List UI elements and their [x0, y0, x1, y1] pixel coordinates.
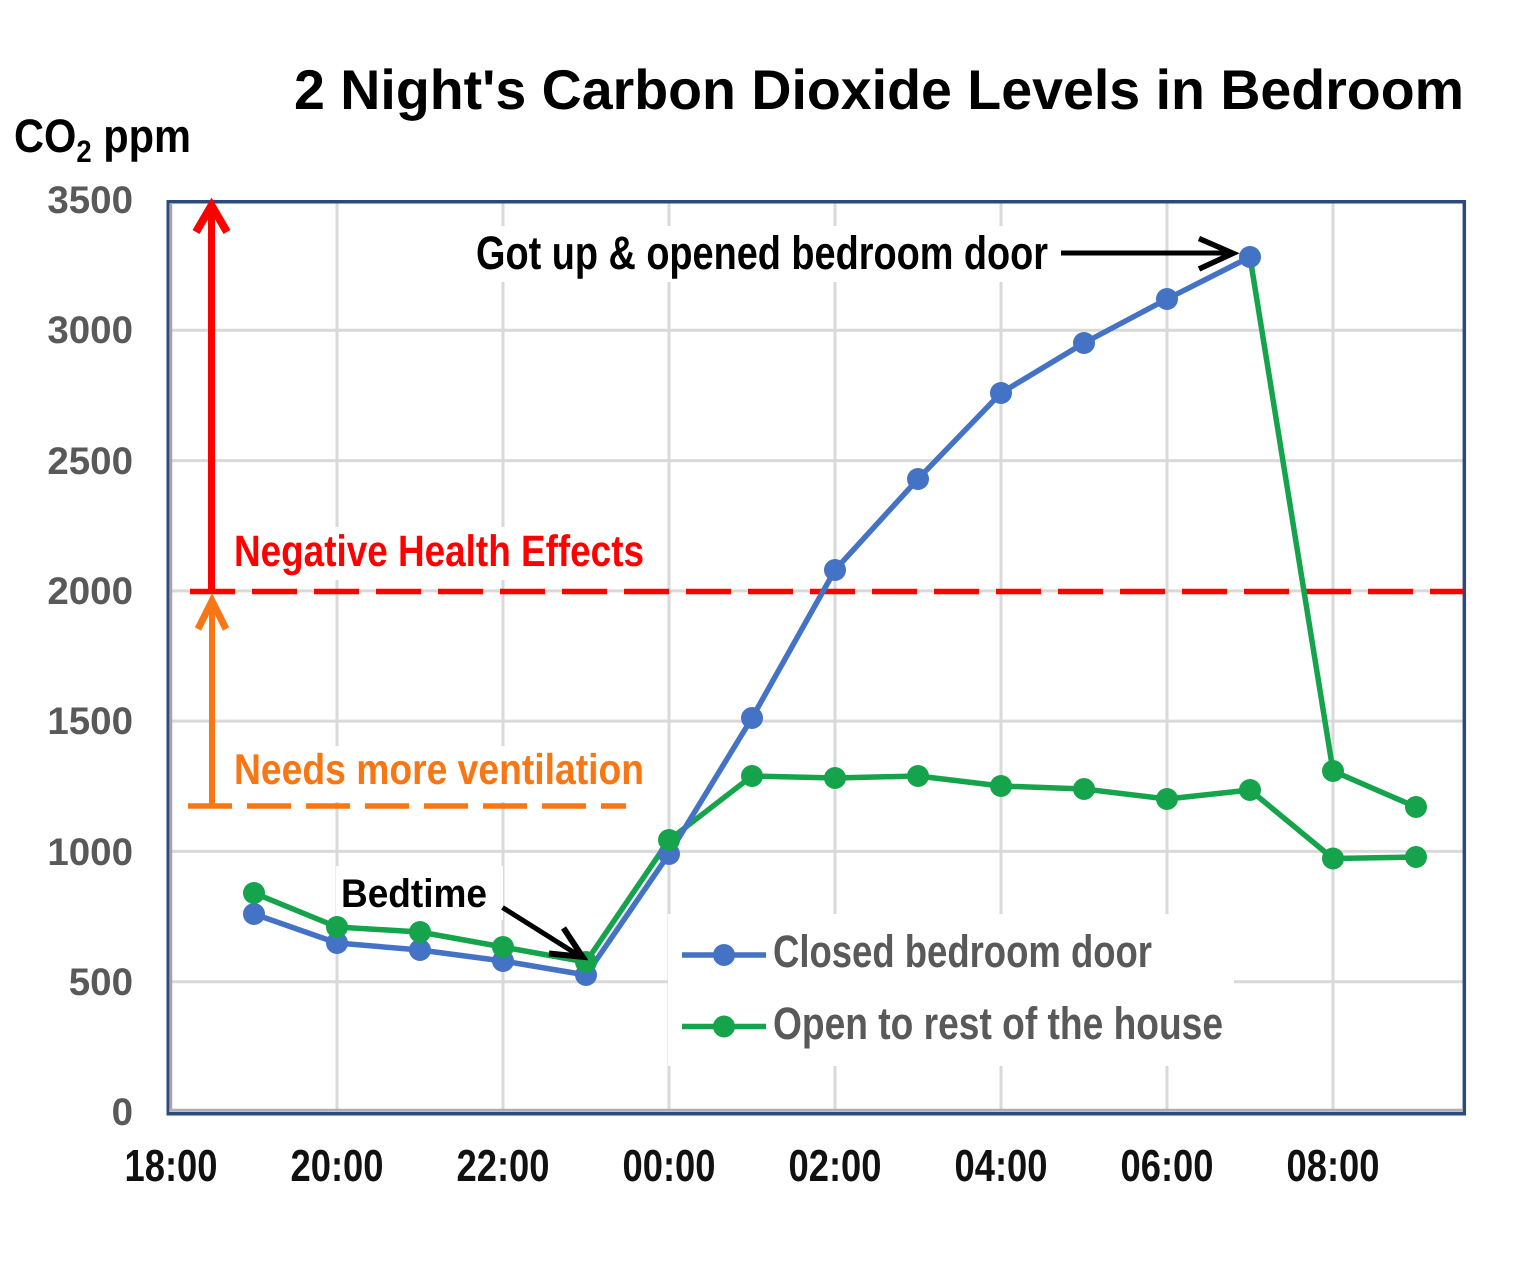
- svg-text:Needs more ventilation: Needs more ventilation: [234, 746, 644, 794]
- svg-text:3000: 3000: [47, 309, 133, 352]
- svg-text:04:00: 04:00: [955, 1140, 1048, 1191]
- svg-text:1500: 1500: [47, 700, 133, 743]
- svg-text:2000: 2000: [47, 570, 133, 613]
- svg-text:CO2 ppm: CO2 ppm: [14, 109, 191, 169]
- svg-text:08:00: 08:00: [1287, 1140, 1380, 1191]
- svg-text:20:00: 20:00: [291, 1140, 384, 1191]
- svg-text:00:00: 00:00: [623, 1140, 716, 1191]
- svg-text:Bedtime: Bedtime: [341, 872, 487, 916]
- svg-text:06:00: 06:00: [1121, 1140, 1214, 1191]
- svg-text:Got up & opened bedroom door: Got up & opened bedroom door: [476, 226, 1048, 279]
- svg-text:1000: 1000: [47, 831, 133, 874]
- svg-text:2500: 2500: [47, 440, 133, 483]
- svg-text:02:00: 02:00: [789, 1140, 882, 1191]
- svg-text:18:00: 18:00: [125, 1140, 218, 1191]
- svg-text:Negative Health Effects: Negative Health Effects: [234, 527, 644, 576]
- svg-text:2 Night's Carbon Dioxide Level: 2 Night's Carbon Dioxide Levels in Bedro…: [294, 58, 1464, 121]
- svg-text:Closed bedroom door: Closed bedroom door: [773, 926, 1152, 977]
- svg-text:3500: 3500: [47, 179, 133, 222]
- svg-text:500: 500: [69, 961, 133, 1004]
- svg-text:0: 0: [112, 1091, 133, 1134]
- svg-text:Open to rest of the house: Open to rest of the house: [773, 998, 1223, 1049]
- svg-text:22:00: 22:00: [457, 1140, 550, 1191]
